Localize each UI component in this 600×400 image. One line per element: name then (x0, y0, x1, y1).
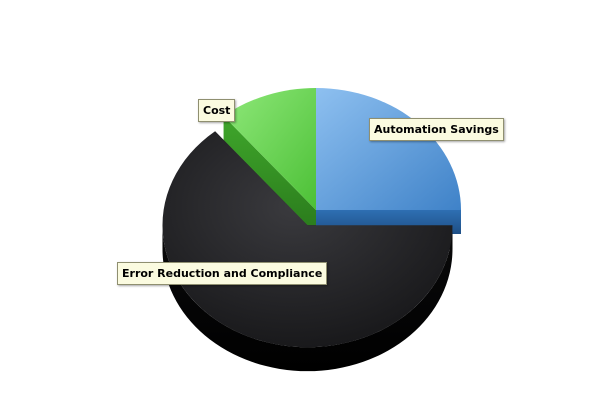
pie-slice-cost[interactable] (223, 88, 316, 210)
pie-slice-wall-cost-0 (223, 115, 316, 234)
slice-label-cost: Cost (198, 99, 236, 122)
pie-tops (162, 88, 461, 348)
pie-slice-error-reduction-and-compliance[interactable] (162, 131, 453, 348)
pie-slice-automation-savings[interactable] (316, 88, 461, 210)
slice-label-automation-savings: Automation Savings (369, 118, 504, 141)
pie-slice-side-error-reduction-and-compliance (162, 225, 453, 372)
slice-label-error-reduction-and-compliance: Error Reduction and Compliance (117, 262, 328, 285)
